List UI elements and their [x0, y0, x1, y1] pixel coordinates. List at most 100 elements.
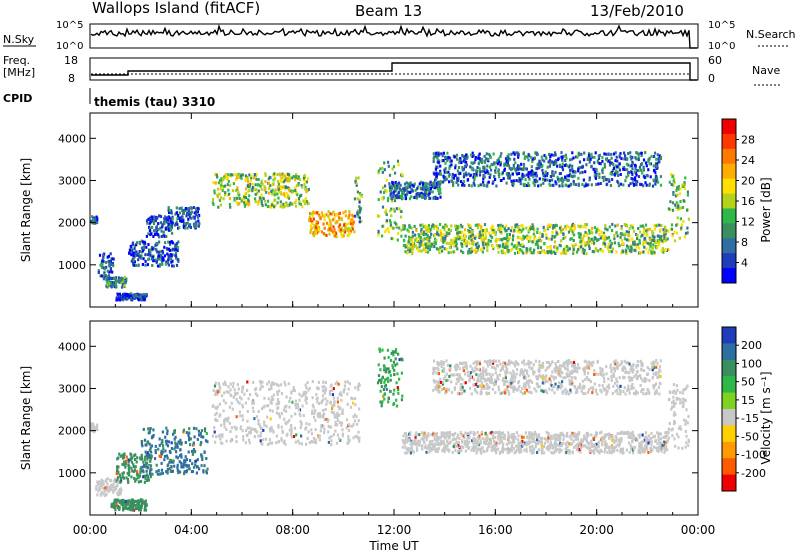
power-pixel: [565, 251, 568, 255]
power-pixel: [387, 196, 390, 200]
velocity-pixel: [285, 395, 288, 399]
velocity-pixel: [328, 436, 331, 440]
velocity-pixel: [280, 437, 283, 441]
power-pixel: [636, 169, 639, 173]
power-pixel: [335, 232, 338, 236]
power-pixel: [676, 222, 679, 226]
power-pixel: [513, 166, 516, 170]
power-pixel: [507, 159, 510, 162]
velocity-pixel: [353, 419, 356, 423]
nsky-tick-right-top: 10^5: [708, 20, 735, 31]
colorbar-swatch: [722, 178, 736, 195]
power-pixel: [648, 183, 651, 187]
power-pixel: [620, 157, 623, 161]
power-pixel: [510, 226, 514, 229]
power-pixel: [529, 170, 532, 174]
power-pixel: [228, 202, 231, 206]
velocity-pixel: [145, 479, 148, 482]
power-pixel: [482, 180, 485, 184]
velocity-pixel: [96, 480, 99, 484]
power-pixel: [610, 250, 614, 254]
power-pixel: [386, 199, 390, 203]
power-pixel: [654, 239, 657, 243]
velocity-pixel: [185, 464, 188, 468]
velocity-pixel: [393, 373, 396, 376]
power-pixel: [409, 242, 412, 246]
velocity-pixel: [658, 440, 661, 444]
power-pixel: [404, 250, 407, 254]
power-pixel: [439, 231, 443, 235]
power-pixel: [348, 213, 351, 217]
power-pixel: [358, 200, 361, 204]
velocity-pixel: [144, 477, 147, 481]
velocity-pixel: [332, 411, 335, 415]
power-pixel: [662, 228, 665, 232]
velocity-pixel: [148, 431, 151, 435]
velocity-pixel: [176, 466, 179, 469]
velocity-pixel: [618, 441, 621, 445]
power-pixel: [171, 241, 175, 245]
power-pixel: [649, 241, 652, 245]
power-pixel: [434, 237, 437, 241]
power-pixel: [389, 186, 392, 190]
velocity-pixel: [327, 424, 330, 428]
power-pixel: [433, 245, 436, 249]
velocity-pixel: [268, 427, 271, 431]
velocity-pixel: [600, 430, 603, 434]
velocity-pixel: [95, 487, 98, 491]
power-pixel: [328, 216, 331, 220]
power-pixel: [496, 159, 499, 163]
power-pixel: [544, 155, 547, 159]
velocity-pixel: [389, 378, 392, 382]
power-pixel: [591, 241, 594, 245]
velocity-pixel: [259, 434, 262, 438]
velocity-pixel: [391, 364, 394, 368]
velocity-pixel: [135, 506, 138, 510]
power-pixel: [101, 262, 104, 266]
power-pixel: [481, 240, 484, 244]
velocity-pixel: [284, 383, 287, 387]
power-pixel: [444, 161, 447, 165]
velocity-pixel: [136, 456, 139, 460]
power-pixel: [472, 181, 475, 185]
velocity-pixel: [341, 434, 344, 438]
power-pixel: [533, 248, 536, 252]
velocity-pixel: [659, 437, 663, 441]
power-pixel: [171, 247, 175, 251]
power-pixel: [515, 170, 518, 174]
power-pixel: [644, 151, 647, 155]
power-pixel: [600, 230, 603, 234]
power-pixel: [498, 226, 501, 230]
power-pixel: [158, 240, 161, 244]
velocity-pixel: [122, 498, 125, 502]
velocity-pixel: [118, 452, 121, 456]
power-pixel: [476, 166, 479, 169]
power-pixel: [664, 248, 667, 252]
power-pixel: [405, 251, 409, 255]
power-pixel: [473, 178, 476, 182]
velocity-pixel: [235, 440, 238, 443]
power-pixel: [185, 222, 188, 225]
velocity-pixel: [293, 389, 296, 393]
power-pixel: [218, 192, 221, 196]
velocity-pixel: [246, 389, 249, 392]
power-pixel: [487, 180, 490, 184]
power-pixel: [148, 229, 151, 233]
velocity-pixel: [124, 506, 128, 510]
power-pixel: [610, 156, 613, 160]
velocity-pixel: [195, 427, 198, 431]
power-pixel: [146, 263, 149, 267]
velocity-pixel: [156, 472, 159, 476]
power-pixel: [648, 156, 651, 160]
power-pixel: [442, 238, 445, 242]
velocity-pixel: [591, 449, 594, 453]
power-pixel: [675, 188, 678, 192]
velocity-pixel: [187, 464, 190, 468]
power-pixel: [436, 232, 439, 236]
power-pixel: [464, 233, 467, 237]
velocity-pixel: [137, 502, 140, 506]
power-pixel: [402, 244, 405, 247]
power-pixel: [343, 223, 346, 227]
velocity-pixel: [222, 399, 225, 403]
velocity-pixel: [146, 465, 149, 469]
